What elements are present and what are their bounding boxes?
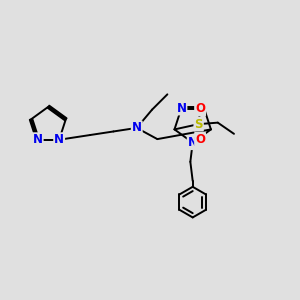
- Text: N: N: [33, 133, 43, 146]
- Text: S: S: [194, 118, 203, 130]
- Text: O: O: [195, 133, 205, 146]
- Text: N: N: [188, 136, 198, 149]
- Text: N: N: [132, 122, 142, 134]
- Text: N: N: [54, 133, 64, 146]
- Text: O: O: [195, 102, 205, 115]
- Text: N: N: [176, 101, 186, 115]
